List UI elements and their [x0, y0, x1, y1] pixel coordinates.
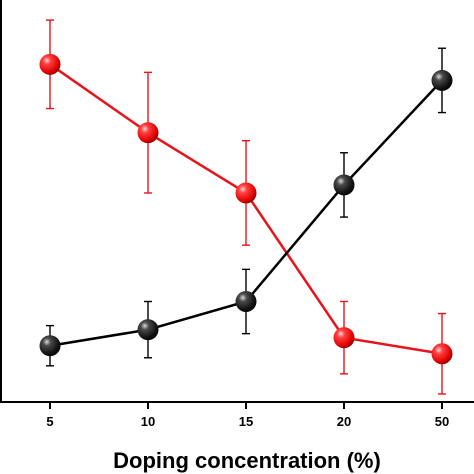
series-layer [39, 19, 453, 395]
data-point [333, 174, 355, 196]
data-point [431, 69, 453, 91]
data-point [333, 327, 355, 349]
x-axis-title: Doping concentration (%) [113, 448, 381, 473]
data-point [235, 291, 257, 312]
series-1 [39, 19, 453, 395]
data-point [39, 53, 61, 75]
data-point [137, 319, 159, 341]
x-tick-label: 5 [46, 414, 53, 429]
data-point [431, 343, 453, 365]
series-2 [39, 47, 453, 367]
plot-frame [0, 0, 474, 403]
x-tick-label: 10 [141, 414, 155, 429]
data-point [39, 335, 61, 357]
data-point [235, 182, 257, 204]
data-point [137, 122, 159, 144]
x-tick-label: 50 [435, 414, 449, 429]
x-tick-label: 15 [239, 414, 253, 429]
x-tick-label: 20 [337, 414, 351, 429]
x-ticks: 5 10 15 20 50 [46, 402, 449, 429]
